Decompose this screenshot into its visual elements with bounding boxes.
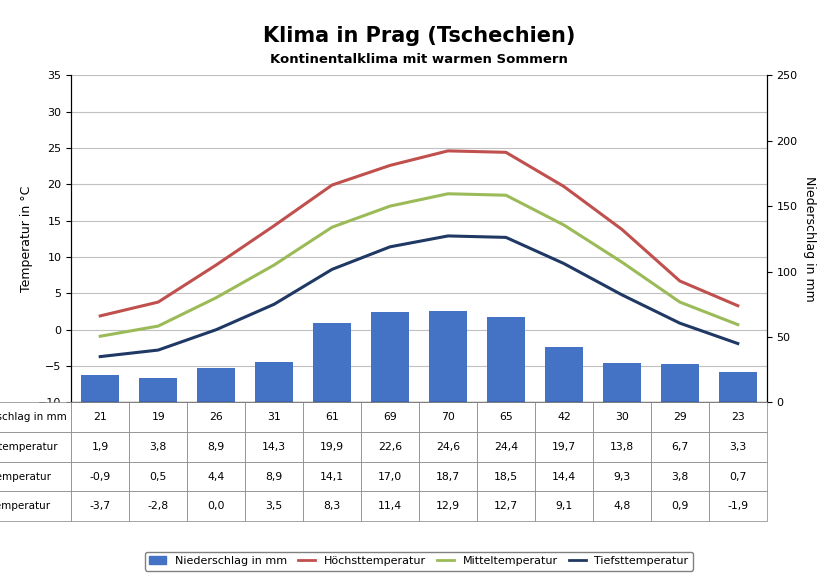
Bar bbox=[197, 368, 235, 402]
Bar bbox=[313, 323, 351, 402]
Bar bbox=[81, 375, 119, 402]
Legend: Niederschlag in mm, Höchsttemperatur, Mitteltemperatur, Tiefsttemperatur: Niederschlag in mm, Höchsttemperatur, Mi… bbox=[145, 552, 693, 570]
Bar bbox=[661, 364, 699, 402]
Bar bbox=[139, 378, 177, 402]
Text: Klima in Prag (Tschechien): Klima in Prag (Tschechien) bbox=[263, 26, 575, 46]
Bar bbox=[719, 372, 757, 402]
Bar bbox=[545, 347, 582, 402]
Y-axis label: Temperatur in °C: Temperatur in °C bbox=[19, 186, 33, 292]
Bar bbox=[487, 317, 525, 402]
Bar bbox=[603, 363, 641, 402]
Bar bbox=[429, 311, 467, 402]
Y-axis label: Niederschlag in mm: Niederschlag in mm bbox=[803, 176, 816, 302]
Bar bbox=[256, 362, 293, 402]
Text: Kontinentalklima mit warmen Sommern: Kontinentalklima mit warmen Sommern bbox=[270, 53, 568, 66]
Bar bbox=[371, 312, 409, 402]
